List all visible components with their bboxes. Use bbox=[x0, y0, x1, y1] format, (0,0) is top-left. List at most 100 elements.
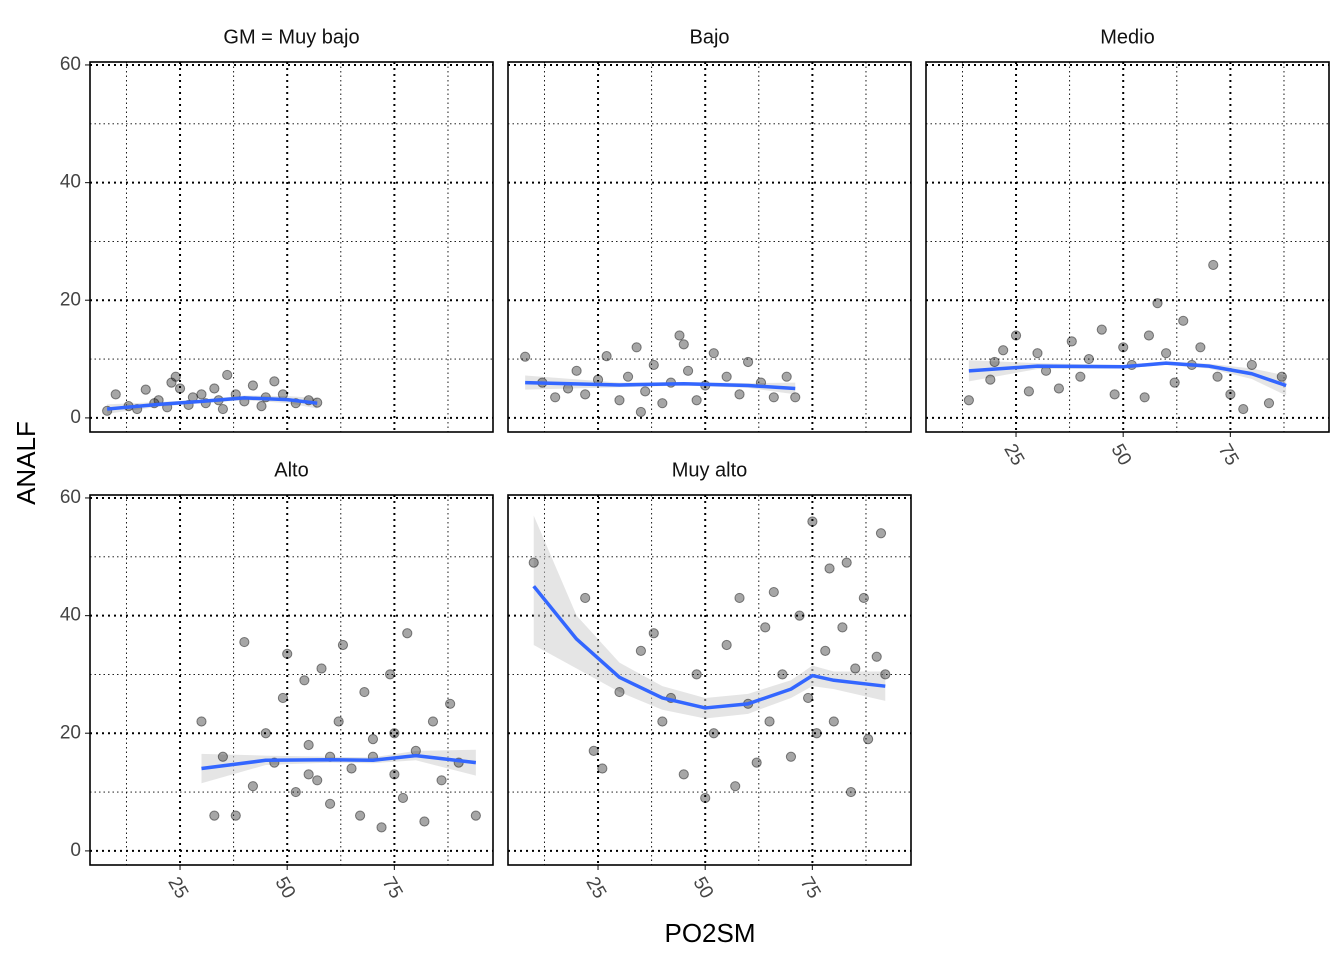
point bbox=[622, 371, 634, 382]
point bbox=[657, 398, 668, 409]
point bbox=[682, 365, 694, 376]
point bbox=[674, 330, 685, 341]
point bbox=[708, 348, 719, 359]
point bbox=[1023, 386, 1034, 397]
point bbox=[648, 628, 659, 639]
point bbox=[290, 786, 301, 798]
point bbox=[367, 734, 379, 745]
point bbox=[781, 371, 792, 382]
point bbox=[550, 392, 561, 403]
point bbox=[1032, 348, 1043, 359]
point bbox=[196, 389, 207, 400]
smooth-line bbox=[201, 753, 477, 771]
point bbox=[880, 669, 891, 680]
point bbox=[239, 636, 250, 648]
point bbox=[734, 592, 745, 604]
point bbox=[337, 639, 349, 651]
point bbox=[222, 369, 233, 381]
point bbox=[640, 386, 651, 397]
point bbox=[811, 728, 822, 739]
y-tick-label: 20 bbox=[60, 289, 81, 310]
point bbox=[324, 798, 336, 809]
point bbox=[985, 374, 996, 385]
panel-border bbox=[89, 494, 494, 866]
point bbox=[764, 716, 775, 727]
y-axis-title: ANALF bbox=[11, 421, 41, 505]
point bbox=[1096, 324, 1107, 335]
point bbox=[354, 810, 366, 821]
smooth-line bbox=[532, 585, 886, 710]
point bbox=[863, 734, 874, 745]
x-tick-label: 25 bbox=[999, 441, 1028, 470]
point bbox=[807, 516, 818, 527]
point bbox=[312, 775, 323, 786]
smooth-line bbox=[968, 361, 1287, 388]
point bbox=[794, 610, 805, 621]
point bbox=[170, 371, 181, 382]
point bbox=[963, 395, 974, 406]
confidence-band bbox=[201, 749, 476, 784]
point bbox=[721, 639, 732, 651]
point bbox=[700, 792, 711, 804]
point bbox=[730, 781, 741, 792]
point bbox=[346, 763, 357, 774]
point bbox=[520, 351, 531, 362]
point bbox=[580, 592, 591, 604]
point bbox=[385, 669, 396, 680]
point bbox=[571, 365, 582, 376]
point bbox=[445, 698, 456, 709]
point bbox=[588, 745, 599, 756]
point bbox=[635, 645, 647, 656]
point bbox=[998, 345, 1009, 356]
point bbox=[1169, 377, 1180, 388]
point bbox=[828, 716, 839, 727]
point bbox=[824, 563, 835, 574]
point bbox=[217, 403, 229, 415]
point bbox=[1208, 259, 1219, 271]
x-tick-label: 25 bbox=[163, 874, 192, 903]
point bbox=[269, 376, 280, 387]
point bbox=[820, 645, 831, 656]
point bbox=[303, 739, 314, 751]
point bbox=[389, 728, 400, 739]
point bbox=[1263, 398, 1275, 409]
point bbox=[247, 781, 259, 792]
point bbox=[635, 406, 647, 418]
point bbox=[657, 716, 668, 727]
point bbox=[277, 692, 289, 704]
strip-label: Bajo bbox=[689, 26, 729, 48]
x-tick-label: 75 bbox=[1214, 441, 1243, 470]
y-tick-label: 60 bbox=[60, 54, 81, 75]
point bbox=[837, 622, 848, 633]
point bbox=[230, 810, 241, 821]
point bbox=[1225, 389, 1236, 400]
x-tick-label: 25 bbox=[581, 874, 610, 903]
strip-label: GM = Muy bajo bbox=[223, 26, 359, 48]
point bbox=[299, 675, 310, 686]
point bbox=[678, 769, 689, 780]
point bbox=[1178, 315, 1189, 326]
point bbox=[678, 339, 689, 350]
x-tick-label: 75 bbox=[796, 874, 825, 903]
y-tick-label: 0 bbox=[70, 840, 81, 861]
point bbox=[708, 728, 719, 739]
point bbox=[691, 395, 702, 406]
point bbox=[303, 769, 314, 780]
point bbox=[768, 392, 779, 403]
point bbox=[1160, 348, 1172, 359]
smooth-line bbox=[525, 380, 796, 391]
point bbox=[631, 342, 642, 353]
panel-border bbox=[89, 61, 494, 433]
point bbox=[140, 384, 151, 395]
panel-border bbox=[925, 61, 1330, 433]
point bbox=[1238, 403, 1249, 415]
strip-label: Muy alto bbox=[672, 459, 748, 481]
x-tick-label: 50 bbox=[689, 874, 718, 903]
point bbox=[751, 757, 762, 768]
strip-label: Alto bbox=[274, 459, 308, 481]
point bbox=[359, 686, 370, 698]
strip-label: Medio bbox=[1100, 26, 1154, 48]
point bbox=[217, 751, 229, 762]
point bbox=[989, 356, 1000, 368]
